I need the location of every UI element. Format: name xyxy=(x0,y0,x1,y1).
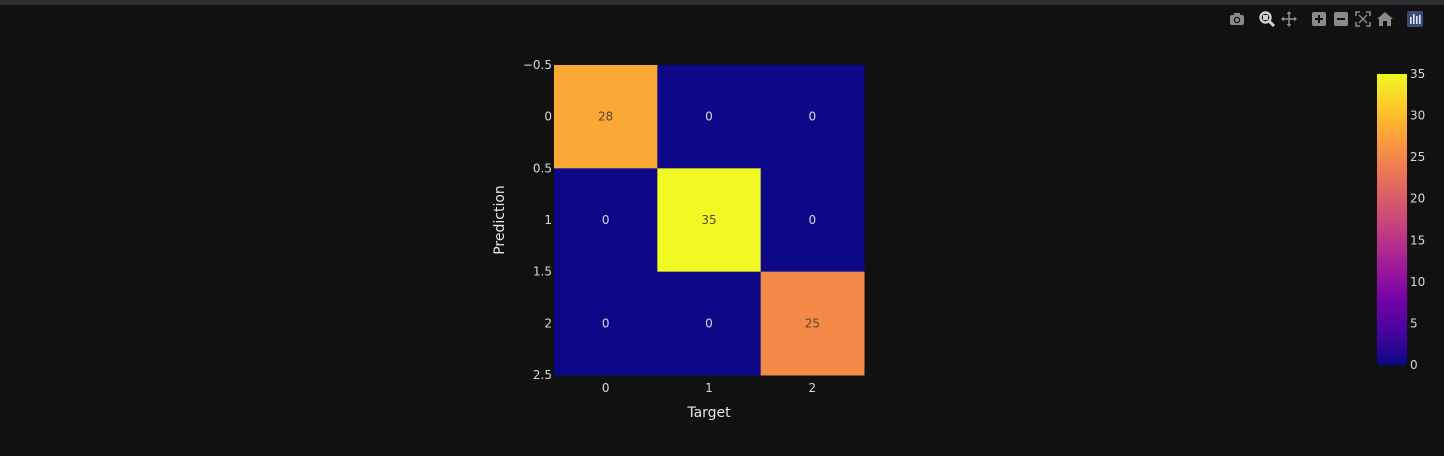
cell-value-label: 0 xyxy=(809,213,817,227)
y-axis-title: Prediction xyxy=(492,185,508,255)
y-tick-label: 0 xyxy=(544,110,552,124)
heatmap-cell xyxy=(760,168,865,273)
colorbar-tick-label: 10 xyxy=(1410,275,1425,289)
cell-value-label: 0 xyxy=(602,213,610,227)
heatmap-cell xyxy=(554,271,658,376)
y-tick-label: −0.5 xyxy=(523,58,552,72)
x-tick-label: 0 xyxy=(602,381,610,395)
colorbar-tick-label: 35 xyxy=(1410,67,1425,81)
modebar xyxy=(1226,8,1426,30)
y-axis-ticks: −0.5 0 0.5 1 1.5 2 2.5 xyxy=(523,58,552,382)
autoscale-icon[interactable] xyxy=(1352,8,1374,30)
camera-icon[interactable] xyxy=(1226,8,1248,30)
cell-value-label: 35 xyxy=(701,213,716,227)
cell-value-label: 0 xyxy=(602,316,610,330)
y-tick-label: 1 xyxy=(544,213,552,227)
zoom-icon[interactable] xyxy=(1256,8,1278,30)
cell-value-label: 25 xyxy=(805,316,820,330)
x-axis-title: Target xyxy=(686,405,731,421)
heatmap-cells xyxy=(554,65,865,376)
colorbar-tick-label: 15 xyxy=(1410,233,1425,247)
heatmap-cell xyxy=(657,168,762,273)
cell-value-label: 28 xyxy=(598,110,613,124)
colorbar-tick-label: 0 xyxy=(1410,358,1418,372)
heatmap-cell xyxy=(760,65,865,169)
x-tick-label: 2 xyxy=(809,381,817,395)
cell-value-label: 0 xyxy=(809,110,817,124)
y-tick-label: 1.5 xyxy=(533,265,552,279)
y-tick-label: 0.5 xyxy=(533,161,552,175)
heatmap-cell-labels: 28 0 0 0 35 0 0 0 25 xyxy=(598,110,820,331)
heatmap-cell xyxy=(554,65,658,169)
plotly-logo-icon[interactable] xyxy=(1404,8,1426,30)
zoom-out-icon[interactable] xyxy=(1330,8,1352,30)
heatmap-cell xyxy=(657,271,762,376)
home-icon[interactable] xyxy=(1374,8,1396,30)
cell-value-label: 0 xyxy=(705,316,713,330)
x-axis-ticks: 0 1 2 xyxy=(602,381,816,395)
pan-icon[interactable] xyxy=(1278,8,1300,30)
cell-value-label: 0 xyxy=(705,110,713,124)
x-tick-label: 1 xyxy=(705,381,713,395)
window-top-strip xyxy=(0,0,1444,5)
heatmap-cell xyxy=(554,168,658,273)
y-tick-label: 2.5 xyxy=(533,368,552,382)
colorbar-tick-label: 30 xyxy=(1410,109,1425,123)
colorbar xyxy=(1377,74,1407,365)
y-tick-label: 2 xyxy=(544,316,552,330)
colorbar-ticks: 0 5 10 15 20 25 30 35 xyxy=(1410,67,1425,372)
heatmap-cell xyxy=(657,65,762,169)
zoom-in-icon[interactable] xyxy=(1308,8,1330,30)
colorbar-tick-label: 20 xyxy=(1410,192,1425,206)
heatmap-cell xyxy=(760,271,865,376)
colorbar-tick-label: 5 xyxy=(1410,316,1418,330)
colorbar-tick-label: 25 xyxy=(1410,150,1425,164)
